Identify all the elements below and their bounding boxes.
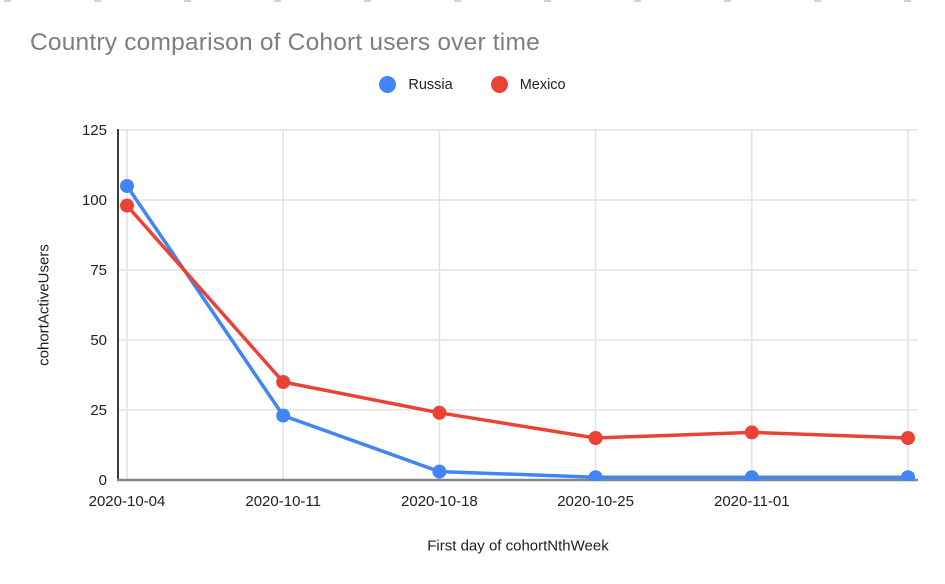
- y-axis-title: cohortActiveUsers: [35, 244, 53, 366]
- data-point-russia[interactable]: [588, 470, 603, 484]
- legend-item-russia[interactable]: Russia: [379, 76, 453, 93]
- legend-dot-russia-icon: [379, 76, 397, 93]
- data-point-russia[interactable]: [901, 470, 915, 484]
- legend-label-russia: Russia: [408, 76, 453, 93]
- x-tick-label: 2020-11-01: [714, 493, 790, 510]
- x-tick-label: 2020-10-11: [245, 493, 321, 510]
- data-point-mexico[interactable]: [120, 198, 134, 213]
- data-point-russia[interactable]: [744, 470, 759, 484]
- x-axis-title: First day of cohortNthWeek: [427, 537, 609, 555]
- legend-dot-mexico-icon: [490, 76, 508, 93]
- series-line-mexico[interactable]: [125, 203, 910, 440]
- series-line-russia[interactable]: [125, 184, 910, 479]
- data-point-mexico[interactable]: [744, 425, 759, 440]
- x-tick-label: 2020-10-18: [401, 493, 478, 510]
- y-tick-label: 100: [82, 192, 107, 209]
- data-point-mexico[interactable]: [276, 375, 291, 389]
- cropped-text-artifact: [4, 0, 939, 2]
- x-tick-label: 2020-10-25: [557, 493, 634, 510]
- y-tick-label: 25: [90, 402, 107, 419]
- y-tick-label: 0: [99, 472, 107, 489]
- x-tick-label: 2020-10-04: [89, 493, 166, 510]
- data-point-russia[interactable]: [432, 464, 447, 479]
- chart-legend: Russia Mexico: [0, 76, 945, 93]
- data-point-mexico[interactable]: [901, 431, 915, 445]
- y-tick-label: 50: [90, 332, 107, 349]
- data-point-mexico[interactable]: [432, 405, 447, 420]
- legend-item-mexico[interactable]: Mexico: [490, 76, 566, 93]
- data-point-russia[interactable]: [276, 408, 291, 423]
- chart-title: Country comparison of Cohort users over …: [30, 29, 540, 56]
- legend-label-mexico: Mexico: [519, 76, 566, 93]
- series-group: [120, 179, 915, 484]
- data-point-mexico[interactable]: [588, 431, 603, 445]
- y-tick-label: 75: [90, 262, 107, 279]
- data-point-russia[interactable]: [120, 179, 134, 193]
- y-tick-label: 125: [82, 122, 107, 139]
